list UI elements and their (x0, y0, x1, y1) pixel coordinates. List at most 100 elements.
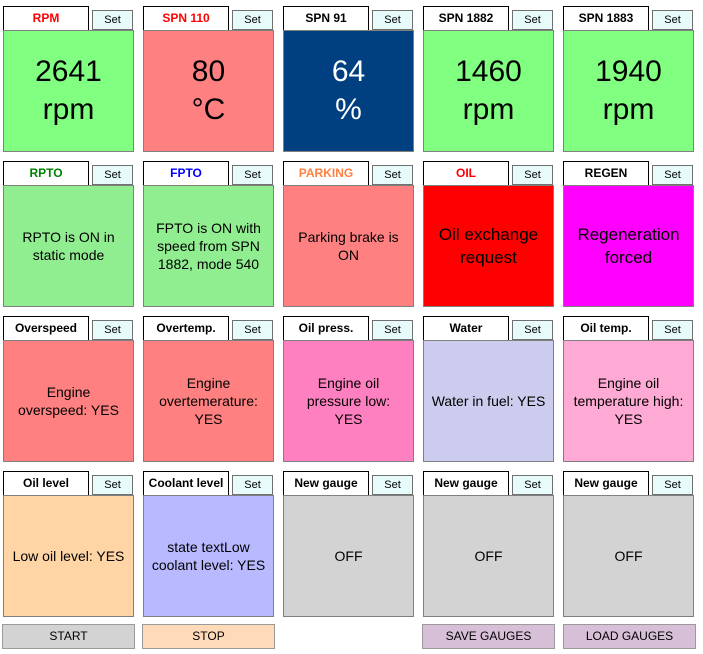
gauge-value: OFF (334, 548, 363, 564)
gauge-overtemp: Overtemp. Set Engine overtemerature: YES (143, 316, 274, 462)
set-button[interactable]: Set (652, 475, 693, 495)
gauge-panel: RPTO is ON in static mode (3, 185, 134, 307)
gauge-panel: Engine overspeed: YES (3, 340, 134, 462)
set-button[interactable]: Set (92, 320, 133, 340)
set-button[interactable]: Set (232, 475, 273, 495)
gauge-oil-temp: Oil temp. Set Engine oil temperature hig… (563, 316, 694, 462)
gauge-value: OFF (474, 548, 503, 564)
gauge-value: Engine overtemerature: YES (159, 375, 258, 427)
set-button[interactable]: Set (372, 320, 413, 340)
gauge-regen: REGEN Set Regeneration forced (563, 161, 694, 307)
gauge-oil: OIL Set Oil exchange request (423, 161, 554, 307)
gauge-new-3: New gauge Set OFF (563, 471, 694, 617)
gauge-title: SPN 1882 (423, 6, 509, 30)
set-button[interactable]: Set (512, 165, 553, 185)
set-button[interactable]: Set (512, 320, 553, 340)
gauge-value: 2641 rpm (35, 55, 102, 126)
gauge-rpto: RPTO Set RPTO is ON in static mode (3, 161, 134, 307)
gauge-panel: Engine oil temperature high: YES (563, 340, 694, 462)
set-button[interactable]: Set (652, 320, 693, 340)
gauge-spn-1883: SPN 1883 Set 1940 rpm (563, 6, 694, 152)
gauge-value: Oil exchange request (438, 225, 539, 267)
set-button[interactable]: Set (372, 475, 413, 495)
gauge-panel: Oil exchange request (423, 185, 554, 307)
gauge-title: New gauge (283, 471, 369, 495)
gauge-panel: 2641 rpm (3, 30, 134, 152)
gauge-value: RPTO is ON in static mode (22, 229, 115, 263)
gauge-value: Engine oil temperature high: YES (573, 375, 684, 427)
set-button[interactable]: Set (92, 10, 133, 30)
gauge-title: SPN 1883 (563, 6, 649, 30)
gauge-fpto: FPTO Set FPTO is ON with speed from SPN … (143, 161, 274, 307)
gauge-panel: 1460 rpm (423, 30, 554, 152)
load-gauges-button[interactable]: LOAD GAUGES (563, 624, 696, 649)
gauge-title: Water (423, 316, 509, 340)
gauge-panel: OFF (563, 495, 694, 617)
set-button[interactable]: Set (512, 10, 553, 30)
gauge-panel: Engine overtemerature: YES (143, 340, 274, 462)
set-button[interactable]: Set (92, 165, 133, 185)
gauge-title: New gauge (423, 471, 509, 495)
gauge-water: Water Set Water in fuel: YES (423, 316, 554, 462)
save-gauges-button[interactable]: SAVE GAUGES (422, 624, 555, 649)
gauge-overspeed: Overspeed Set Engine overspeed: YES (3, 316, 134, 462)
set-button[interactable]: Set (372, 165, 413, 185)
gauge-title: Overspeed (3, 316, 89, 340)
gauge-title: OIL (423, 161, 509, 185)
gauge-title: Oil press. (283, 316, 369, 340)
gauge-panel: Regeneration forced (563, 185, 694, 307)
gauge-value: 1940 rpm (595, 55, 662, 126)
gauge-title: Oil level (3, 471, 89, 495)
gauge-panel: FPTO is ON with speed from SPN 1882, mod… (143, 185, 274, 307)
gauge-panel: 64 % (283, 30, 414, 152)
gauge-title: RPM (3, 6, 89, 30)
gauge-value: Parking brake is ON (298, 229, 399, 263)
gauge-value: OFF (614, 548, 643, 564)
start-button[interactable]: START (2, 624, 135, 649)
gauge-value: 80 °C (191, 55, 226, 126)
gauge-panel: Parking brake is ON (283, 185, 414, 307)
gauge-title: PARKING (283, 161, 369, 185)
gauge-oil-press: Oil press. Set Engine oil pressure low: … (283, 316, 414, 462)
gauge-spn-110: SPN 110 Set 80 °C (143, 6, 274, 152)
gauge-value: Low oil level: YES (12, 548, 125, 564)
gauge-spn-91: SPN 91 Set 64 % (283, 6, 414, 152)
gauge-title: Oil temp. (563, 316, 649, 340)
gauge-panel: OFF (283, 495, 414, 617)
set-button[interactable]: Set (372, 10, 413, 30)
stop-button[interactable]: STOP (142, 624, 275, 649)
gauge-value: 1460 rpm (455, 55, 522, 126)
gauge-title: SPN 91 (283, 6, 369, 30)
gauge-panel: Water in fuel: YES (423, 340, 554, 462)
gauge-value: Engine overspeed: YES (18, 384, 119, 418)
set-button[interactable]: Set (232, 320, 273, 340)
gauge-value: state textLow coolant level: YES (151, 539, 266, 573)
gauge-panel: 1940 rpm (563, 30, 694, 152)
gauge-oil-level: Oil level Set Low oil level: YES (3, 471, 134, 617)
gauge-title: Overtemp. (143, 316, 229, 340)
gauge-title: RPTO (3, 161, 89, 185)
gauge-title: FPTO (143, 161, 229, 185)
gauge-rpm: RPM Set 2641 rpm (3, 6, 134, 152)
gauge-parking: PARKING Set Parking brake is ON (283, 161, 414, 307)
gauge-value: Water in fuel: YES (431, 393, 546, 409)
gauge-coolant-level: Coolant level Set state textLow coolant … (143, 471, 274, 617)
gauge-value: Engine oil pressure low: YES (306, 375, 391, 427)
set-button[interactable]: Set (512, 475, 553, 495)
gauge-panel: 80 °C (143, 30, 274, 152)
gauge-spn-1882: SPN 1882 Set 1460 rpm (423, 6, 554, 152)
set-button[interactable]: Set (652, 10, 693, 30)
gauge-title: New gauge (563, 471, 649, 495)
set-button[interactable]: Set (92, 475, 133, 495)
gauge-value: FPTO is ON with speed from SPN 1882, mod… (156, 220, 261, 272)
gauge-panel: OFF (423, 495, 554, 617)
gauge-title: SPN 110 (143, 6, 229, 30)
gauge-value: Regeneration forced (577, 225, 680, 267)
gauge-panel: Low oil level: YES (3, 495, 134, 617)
gauge-panel: state textLow coolant level: YES (143, 495, 274, 617)
set-button[interactable]: Set (232, 165, 273, 185)
set-button[interactable]: Set (652, 165, 693, 185)
gauge-value: 64 % (331, 55, 366, 126)
gauge-title: REGEN (563, 161, 649, 185)
set-button[interactable]: Set (232, 10, 273, 30)
